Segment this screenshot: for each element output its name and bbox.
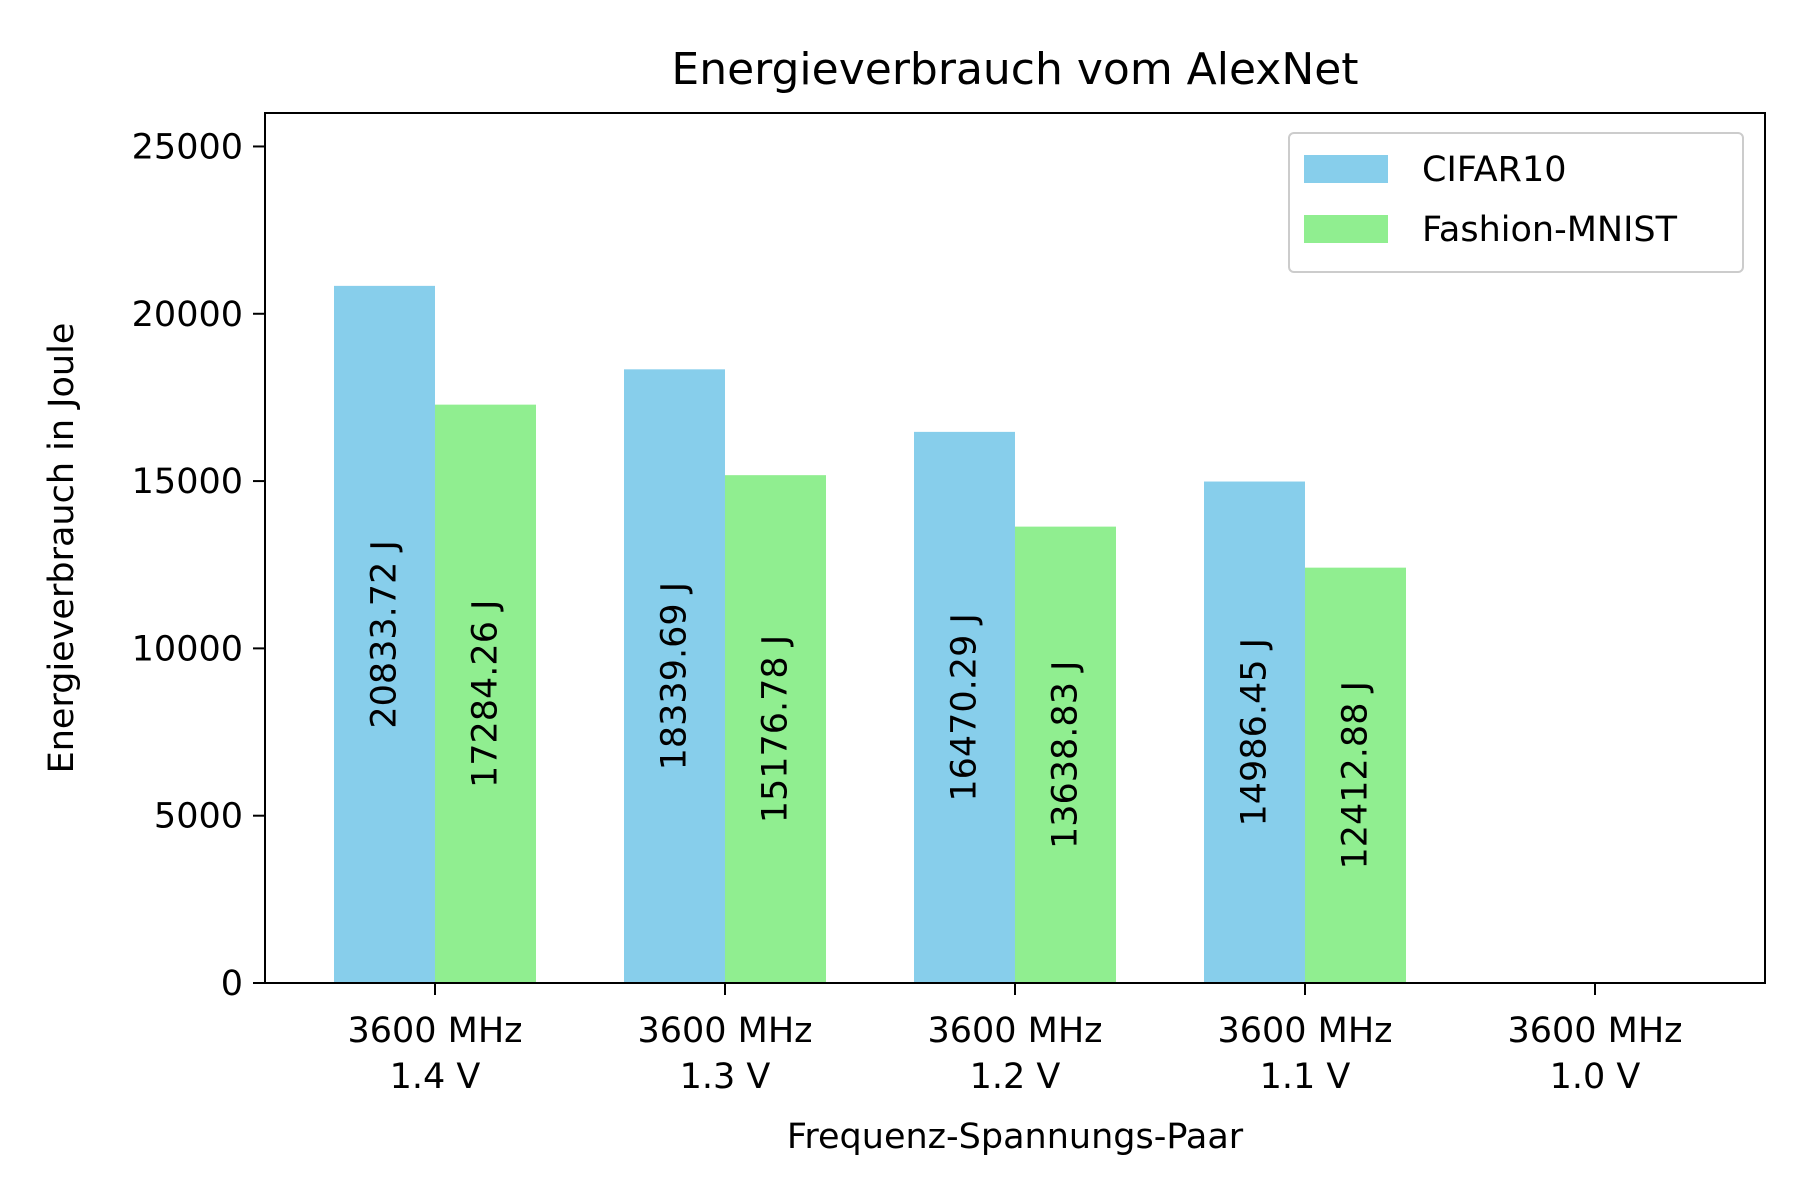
bar-cifar10-3 xyxy=(1204,481,1305,983)
bar-value-label: 16470.29 J xyxy=(945,613,985,801)
bar-value-label: 14986.45 J xyxy=(1235,638,1275,826)
x-tick-label: 1.0 V xyxy=(1550,1057,1641,1097)
bar-fashion-mnist-3 xyxy=(1305,567,1406,983)
x-tick-label: 1.4 V xyxy=(390,1057,481,1097)
legend-box xyxy=(1288,132,1744,273)
x-tick-label: 1.1 V xyxy=(1260,1057,1351,1097)
y-tick-label: 20000 xyxy=(132,295,243,335)
x-axis-label: Frequenz-Spannungs-Paar xyxy=(787,1117,1244,1157)
x-tick-label: 3600 MHz xyxy=(1507,1011,1682,1051)
y-tick-label: 25000 xyxy=(132,127,243,167)
x-tick-label: 3600 MHz xyxy=(347,1011,522,1051)
legend-swatch xyxy=(1304,215,1388,243)
x-tick-label: 1.2 V xyxy=(970,1057,1061,1097)
bar-labels-group: 20833.72 J 18339.69 J 16470.29 J 14986.45 J… xyxy=(365,540,1376,869)
bar-cifar10-0 xyxy=(334,285,435,983)
x-tick-label: 3600 MHz xyxy=(927,1011,1102,1051)
bars-group xyxy=(334,285,1406,983)
x-tick-label: 3600 MHz xyxy=(1217,1011,1392,1051)
bar-cifar10-2 xyxy=(914,431,1015,983)
x-tick-label: 3600 MHz xyxy=(637,1011,812,1051)
bar-value-label: 17284.26 J xyxy=(466,600,506,788)
y-tick-label: 10000 xyxy=(132,629,243,669)
bar-fashion-mnist-0 xyxy=(435,404,536,983)
bar-value-label: 13638.83 J xyxy=(1046,661,1086,849)
legend-entry: CIFAR10 xyxy=(1422,150,1566,190)
bar-value-label: 20833.72 J xyxy=(365,540,405,728)
y-tick-label: 0 xyxy=(221,964,243,1004)
legend: CIFAR10 Fashion-MNIST xyxy=(1288,132,1744,273)
y-axis: 0 5000 10000 15000 20000 25000 xyxy=(132,127,265,1004)
bar-cifar10-1 xyxy=(624,369,725,983)
chart-title: Energieverbrauch vom AlexNet xyxy=(671,44,1358,95)
y-tick-label: 5000 xyxy=(154,797,243,837)
x-tick-label: 1.3 V xyxy=(680,1057,771,1097)
bar-value-label: 12412.88 J xyxy=(1336,681,1376,869)
y-tick-label: 15000 xyxy=(132,462,243,502)
bar-value-label: 18339.69 J xyxy=(655,582,695,770)
bar-fashion-mnist-1 xyxy=(725,475,826,983)
legend-swatch xyxy=(1304,155,1388,183)
legend-entry: Fashion-MNIST xyxy=(1422,210,1678,250)
x-axis: 3600 MHz 1.4 V 3600 MHz 1.3 V 3600 MHz 1.2 V 3… xyxy=(347,983,1683,1097)
bar-value-label: 15176.78 J xyxy=(756,635,796,823)
y-axis-label: Energieverbrauch in Joule xyxy=(42,323,82,774)
bar-fashion-mnist-2 xyxy=(1015,526,1116,983)
